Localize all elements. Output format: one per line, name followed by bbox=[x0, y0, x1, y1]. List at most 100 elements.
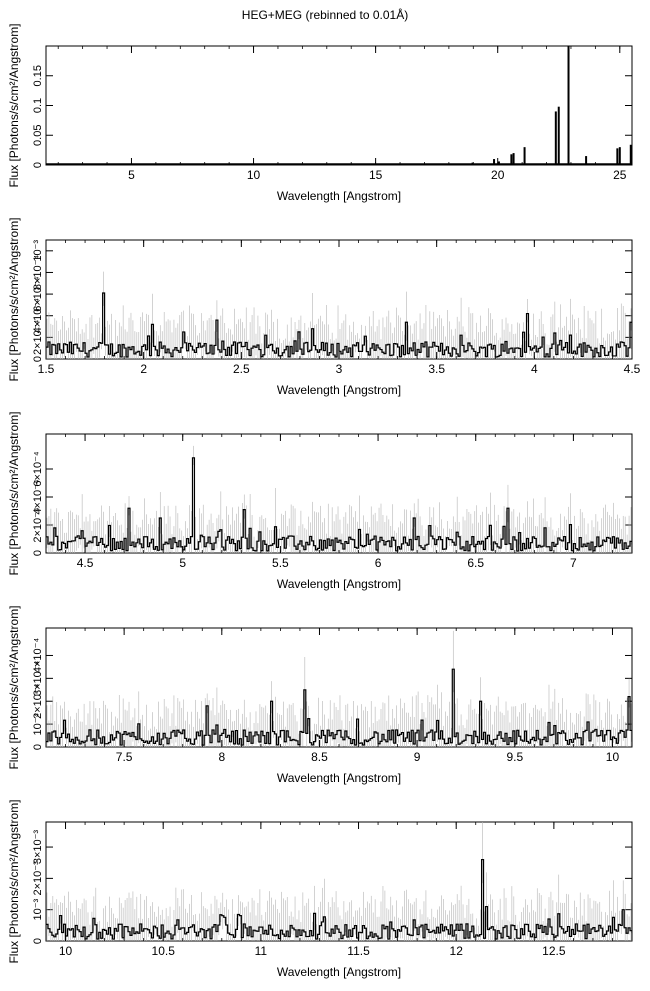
x-tick-label: 11 bbox=[255, 944, 268, 958]
x-tick-label: 5 bbox=[179, 556, 186, 570]
x-tick-label: 4 bbox=[531, 362, 538, 376]
y-tick-label: 2×10⁻⁴ bbox=[32, 683, 44, 719]
y-tick-label: 4×10⁻⁴ bbox=[32, 298, 44, 334]
y-tick-label: 10⁻³ bbox=[32, 899, 44, 921]
emission-line bbox=[567, 46, 570, 165]
x-tick-label: 12 bbox=[450, 944, 464, 958]
panel-1: 5 10 15 20 25 0 0.05 0.1 0.15 Wavelength [Angstro… bbox=[7, 23, 633, 203]
x-tick-label: 6.5 bbox=[467, 556, 484, 570]
x-tick-label: 8.5 bbox=[311, 750, 328, 764]
spectrum-line bbox=[46, 858, 632, 940]
x-axis-label: Wavelength [Angstrom] bbox=[277, 383, 401, 397]
x-tick-label: 2 bbox=[140, 362, 147, 376]
emission-line bbox=[418, 164, 421, 165]
y-tick-label: 0 bbox=[32, 744, 44, 750]
y-tick-label: 6×10⁻⁴ bbox=[32, 451, 44, 487]
x-tick-label: 6 bbox=[375, 556, 382, 570]
x-tick-label: 20 bbox=[491, 168, 505, 182]
spectrum-line bbox=[46, 457, 632, 552]
y-axis-label: Flux [Photons/s/cm²/Angstrom] bbox=[7, 799, 21, 963]
x-tick-label: 8 bbox=[218, 750, 225, 764]
emission-line bbox=[618, 147, 621, 165]
x-tick-label: 3 bbox=[336, 362, 343, 376]
emission-line bbox=[557, 106, 560, 165]
emission-line bbox=[493, 159, 496, 165]
emission-line bbox=[425, 163, 428, 165]
y-axis-label: Flux [Photons/s/cm²/Angstrom] bbox=[7, 605, 21, 769]
emission-line bbox=[510, 154, 513, 165]
x-tick-label: 1.5 bbox=[38, 362, 55, 376]
y-tick-label: 10⁻⁴ bbox=[32, 712, 44, 735]
x-axis-label: Wavelength [Angstrom] bbox=[277, 771, 401, 785]
y-tick-label: 2×10⁻³ bbox=[32, 861, 44, 896]
emission-line bbox=[585, 156, 588, 165]
y-tick-label: 2×10⁻⁴ bbox=[32, 319, 44, 355]
emission-line bbox=[424, 163, 427, 165]
y-tick-label: 0.15 bbox=[32, 65, 44, 86]
x-tick-label: 10 bbox=[247, 168, 261, 182]
x-axis-label: Wavelength [Angstrom] bbox=[277, 965, 401, 979]
y-tick-label: 0 bbox=[32, 356, 44, 362]
y-tick-label: 8×10⁻⁴ bbox=[32, 255, 44, 291]
x-tick-label: 5 bbox=[128, 168, 135, 182]
emission-line bbox=[523, 147, 526, 165]
x-tick-label: 10 bbox=[59, 944, 73, 958]
panel-2: 1.5 2 2.5 3 3.5 4 4.5 02×10⁻⁴4×10⁻⁴6×10⁻⁴8×10⁻⁴… bbox=[7, 217, 641, 397]
x-tick-label: 12.5 bbox=[542, 944, 566, 958]
spectrum bbox=[46, 630, 632, 747]
y-tick-label: 3×10⁻⁴ bbox=[32, 660, 44, 696]
x-tick-label: 4.5 bbox=[77, 556, 94, 570]
emission-line bbox=[616, 148, 619, 165]
page-title: HEG+MEG (rebinned to 0.01Å) bbox=[241, 8, 409, 22]
plot-frame bbox=[45, 821, 633, 942]
emission-line bbox=[512, 153, 515, 165]
y-tick-label: 0.1 bbox=[32, 98, 44, 113]
x-tick-label: 5.5 bbox=[272, 556, 289, 570]
x-tick-label: 9 bbox=[414, 750, 421, 764]
y-tick-label: 3×10⁻³ bbox=[32, 830, 44, 865]
y-tick-label: 0.05 bbox=[32, 125, 44, 146]
emission-line bbox=[554, 111, 557, 165]
plot-frame bbox=[45, 627, 633, 748]
emission-line bbox=[463, 164, 466, 165]
y-tick-label: 6×10⁻⁴ bbox=[32, 276, 44, 312]
emission-line bbox=[471, 162, 474, 165]
emission-line bbox=[474, 164, 477, 165]
panel-3: 4.5 5 5.5 6 6.5 7 0 2×10⁻⁴4×10⁻⁴6×10⁻⁴ Wavelengt… bbox=[7, 411, 633, 591]
panel-4: 7.5 8 8.5 9 9.5 10 0 10⁻⁴2×10⁻⁴3×10⁻⁴4×10⁻⁴ Wave… bbox=[7, 605, 633, 785]
panel-5: 10 10.5 11 11.5 12 12.5 0 10⁻³ 2×10⁻³3×10⁻³ Wavel… bbox=[7, 799, 633, 979]
x-tick-label: 10.5 bbox=[152, 944, 176, 958]
x-tick-label: 25 bbox=[613, 168, 627, 182]
y-axis-label: Flux [Photons/s/cm²/Angstrom] bbox=[7, 217, 21, 381]
y-tick-label: 0 bbox=[32, 550, 44, 556]
x-tick-label: 11.5 bbox=[347, 944, 370, 958]
spectrum bbox=[46, 271, 632, 359]
x-tick-label: 15 bbox=[369, 168, 383, 182]
spectrum-line bbox=[46, 292, 632, 358]
y-tick-label: 0 bbox=[32, 938, 44, 944]
x-axis-label: Wavelength [Angstrom] bbox=[277, 189, 401, 203]
y-tick-label: 2×10⁻⁴ bbox=[32, 507, 44, 543]
y-tick-label: 0 bbox=[32, 162, 44, 168]
x-tick-label: 3.5 bbox=[428, 362, 445, 376]
y-tick-label: 4×10⁻⁴ bbox=[32, 479, 44, 515]
x-tick-label: 7.5 bbox=[116, 750, 133, 764]
spectrum bbox=[46, 822, 632, 941]
x-tick-label: 4.5 bbox=[624, 362, 641, 376]
x-axis-label: Wavelength [Angstrom] bbox=[277, 577, 401, 591]
spectrum bbox=[46, 46, 632, 165]
emission-line bbox=[629, 144, 632, 165]
y-tick-label: 10⁻³ bbox=[32, 240, 44, 262]
x-tick-label: 2.5 bbox=[233, 362, 250, 376]
y-axis-label: Flux [Photons/s/cm²/Angstrom] bbox=[7, 23, 21, 187]
plot-frame bbox=[45, 45, 633, 166]
x-tick-label: 9.5 bbox=[506, 750, 523, 764]
emission-line bbox=[497, 161, 500, 165]
spectrum-line bbox=[46, 668, 632, 746]
y-axis-label: Flux [Photons/s/cm²/Angstrom] bbox=[7, 411, 21, 575]
spectrum bbox=[46, 445, 632, 553]
y-tick-label: 4×10⁻⁴ bbox=[32, 638, 44, 674]
x-tick-label: 10 bbox=[606, 750, 620, 764]
x-tick-label: 7 bbox=[570, 556, 577, 570]
